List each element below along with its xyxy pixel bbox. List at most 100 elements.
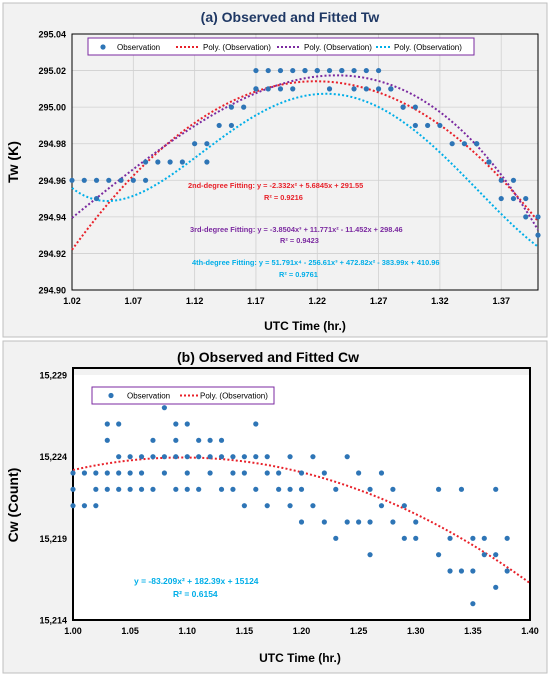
observation-point [302, 67, 308, 74]
observation-point [390, 486, 396, 492]
observation-point [196, 486, 202, 492]
panel-b-x-axis-label: UTC Time (hr.) [259, 651, 341, 665]
observation-point [218, 454, 225, 460]
observation-point [228, 122, 235, 129]
observation-point [155, 159, 161, 165]
observation-point [535, 214, 541, 220]
observation-point [196, 454, 202, 460]
observation-point [447, 535, 453, 541]
observation-point [367, 552, 373, 558]
panel-a-x-ticks: 1.02 1.07 1.12 1.17 1.22 1.27 1.32 1.37 [63, 296, 510, 306]
observation-point [216, 122, 222, 129]
observation-point [207, 454, 213, 460]
x-tick-label: 1.15 [236, 626, 254, 636]
panel-a-legend: Observation Poly. (Observation) Poly. (O… [87, 37, 475, 56]
observation-point [378, 503, 385, 509]
observation-point [277, 67, 284, 74]
observation-point [375, 86, 382, 92]
observation-point [412, 122, 418, 129]
legend-observation-marker [100, 44, 106, 50]
observation-point [375, 67, 382, 74]
observation-point [184, 421, 190, 427]
x-tick-label: 1.35 [464, 626, 482, 636]
observation-point [81, 177, 87, 183]
observation-point [127, 470, 133, 476]
observation-point [498, 177, 504, 183]
observation-point [326, 67, 333, 74]
x-tick-label: 1.27 [370, 296, 388, 306]
x-tick-label: 1.00 [64, 626, 82, 636]
observation-point [161, 454, 167, 460]
legend-observation-label: Observation [117, 43, 160, 52]
observation-point [150, 454, 156, 460]
observation-point [367, 519, 373, 525]
observation-point [204, 141, 210, 147]
observation-point [167, 159, 173, 165]
observation-point [321, 519, 327, 525]
observation-point [265, 67, 271, 74]
observation-point [388, 86, 394, 92]
observation-point [81, 470, 88, 476]
observation-point [481, 552, 487, 558]
observation-point [437, 122, 443, 129]
observation-point [356, 519, 362, 525]
observation-point [184, 454, 190, 460]
panel-a-plot-frame [71, 33, 539, 291]
observation-point [138, 470, 145, 476]
y-tick-label: 295.02 [38, 66, 66, 76]
observation-point [241, 503, 247, 509]
observation-point [173, 486, 179, 492]
observation-point [230, 454, 236, 460]
observation-point [127, 454, 133, 460]
observation-point [173, 454, 179, 460]
y-tick-label: 15,229 [39, 371, 67, 381]
observation-point [333, 486, 339, 492]
observation-point [310, 503, 316, 509]
observation-point [179, 159, 185, 165]
observation-point [367, 486, 373, 492]
observation-point [218, 486, 225, 492]
observation-point [277, 86, 284, 92]
observation-point [321, 470, 327, 476]
fit-curve-3rd-degree [71, 74, 539, 231]
x-tick-label: 1.17 [247, 296, 265, 306]
panel-b-y-axis-label: Cw (Count) [5, 468, 21, 543]
observation-point [493, 584, 499, 590]
observation-point [218, 437, 225, 443]
observation-point [458, 486, 465, 492]
observation-point [401, 535, 407, 541]
observation-point [118, 177, 124, 183]
x-tick-label: 1.05 [121, 626, 139, 636]
fit3-equation: 3rd-degree Fitting: y = -3.8504x³ + 11.7… [190, 225, 403, 234]
observation-point [363, 67, 369, 74]
x-tick-label: 1.20 [293, 626, 311, 636]
observation-point [510, 177, 517, 183]
observation-point [196, 437, 202, 443]
observation-point [138, 486, 145, 492]
observation-point [264, 503, 270, 509]
x-tick-label: 1.22 [308, 296, 326, 306]
observation-point [93, 177, 100, 183]
observation-point [425, 122, 431, 129]
panel-b-legend: Observation Poly. (Observation) [91, 386, 275, 405]
observation-point [70, 486, 76, 492]
observation-point [241, 470, 247, 476]
fit2-r-squared: R² = 0.9216 [264, 193, 303, 202]
observation-point [253, 67, 259, 74]
observation-point [93, 503, 99, 509]
observation-point [310, 454, 316, 460]
observation-point [142, 177, 149, 183]
fit4-r-squared: R² = 0.9761 [279, 270, 318, 279]
observation-point [69, 177, 75, 183]
observation-point [253, 421, 259, 427]
observation-point [93, 470, 99, 476]
panel-b-x-ticks: 1.00 1.05 1.10 1.15 1.20 1.25 1.30 1.35 1.40 [64, 626, 539, 636]
panel-a: (a) Observed and Fitted Tw 294.90294.922… [2, 2, 548, 338]
observation-point [290, 67, 296, 74]
observation-point [104, 437, 110, 443]
x-tick-label: 1.40 [521, 626, 539, 636]
observation-point [138, 454, 145, 460]
fit-curve-2nd-degree [71, 80, 539, 251]
observation-point [253, 86, 259, 92]
observation-point [150, 486, 156, 492]
